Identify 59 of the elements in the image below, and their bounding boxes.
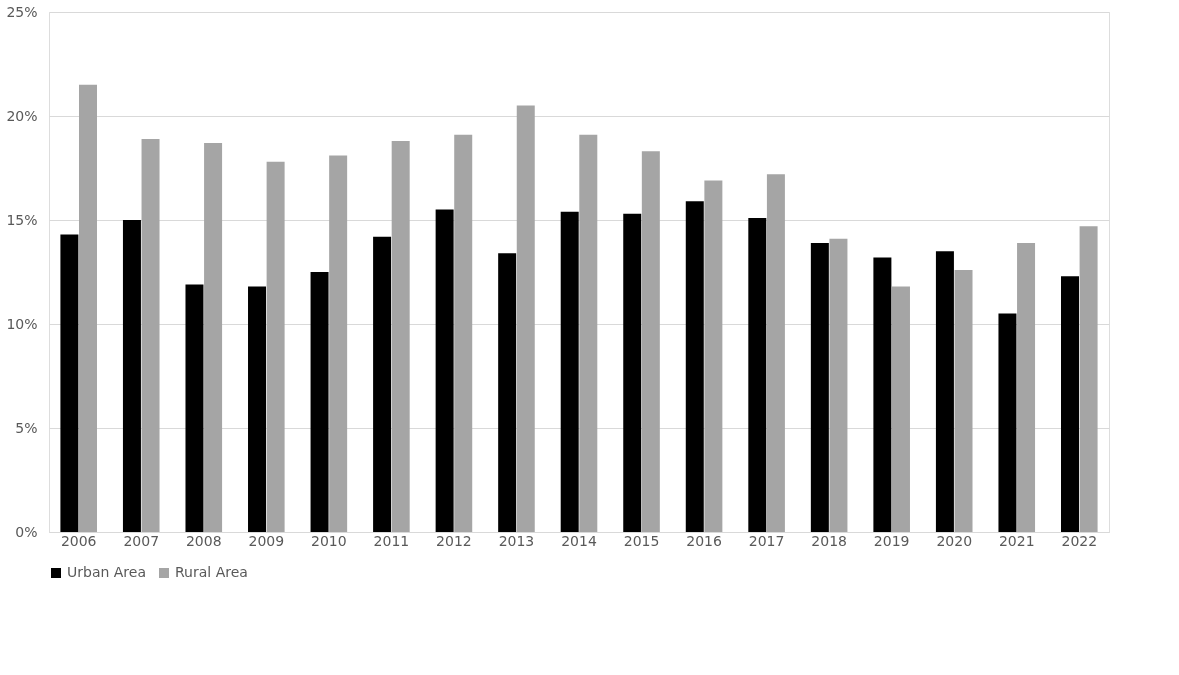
bar: [1061, 276, 1079, 532]
bar: [579, 134, 598, 532]
x-tick-label: 2018: [811, 532, 847, 549]
bar: [704, 180, 723, 532]
bar: [935, 251, 954, 532]
bar: [685, 201, 704, 532]
x-tick-label: 2017: [748, 532, 785, 549]
x-tick-label: 2013: [498, 532, 535, 549]
bar: [79, 84, 97, 532]
bar: [766, 174, 785, 532]
x-tick-label: 2015: [623, 532, 660, 549]
x-tick-label: 2019: [873, 532, 910, 549]
bar: [954, 269, 973, 532]
bar: [498, 253, 517, 532]
bar: [810, 242, 829, 532]
y-tick-label: 15%: [6, 211, 38, 228]
bar: [516, 105, 535, 532]
y-tick-label: 5%: [15, 419, 38, 436]
bar: [873, 257, 892, 532]
bar: [122, 220, 141, 532]
x-tick-label: 2012: [436, 532, 472, 549]
bar: [435, 209, 454, 532]
x-tick-label: 2020: [936, 532, 973, 549]
x-tick-label: 2006: [60, 532, 97, 549]
x-tick-label: 2011: [373, 532, 410, 549]
bar: [329, 155, 348, 532]
bar: [266, 161, 285, 532]
bar: [248, 286, 267, 532]
bar: [998, 313, 1017, 532]
y-tick-label: 25%: [6, 3, 38, 20]
legend-label: Rural Area: [175, 564, 248, 580]
y-tick-label: 0%: [15, 523, 38, 540]
bar: [454, 134, 473, 532]
bar: [204, 143, 223, 532]
x-tick-label: 2008: [185, 532, 222, 549]
x-tick-label: 2009: [248, 532, 285, 549]
bar: [1079, 226, 1098, 532]
bar: [185, 284, 204, 532]
bar: [891, 286, 910, 532]
bar: [391, 140, 410, 532]
x-tick-label: 2021: [998, 532, 1035, 549]
bar: [748, 217, 767, 532]
bar: [641, 151, 660, 532]
x-tick-label: 2007: [123, 532, 160, 549]
x-tick-label: 2014: [561, 532, 597, 549]
bar: [310, 272, 329, 532]
bar: [560, 211, 579, 532]
legend-label: Urban Area: [67, 564, 147, 580]
bar: [623, 213, 642, 532]
x-tick-label: 2022: [1061, 532, 1098, 549]
y-tick-label: 10%: [6, 315, 38, 332]
bar: [373, 236, 392, 532]
bar: [1017, 242, 1036, 532]
x-tick-label: 2016: [686, 532, 722, 549]
bar: [829, 238, 848, 532]
bar: [60, 234, 79, 532]
bar: [141, 138, 160, 532]
x-tick-label: 2010: [311, 532, 347, 549]
y-tick-label: 20%: [6, 107, 38, 124]
